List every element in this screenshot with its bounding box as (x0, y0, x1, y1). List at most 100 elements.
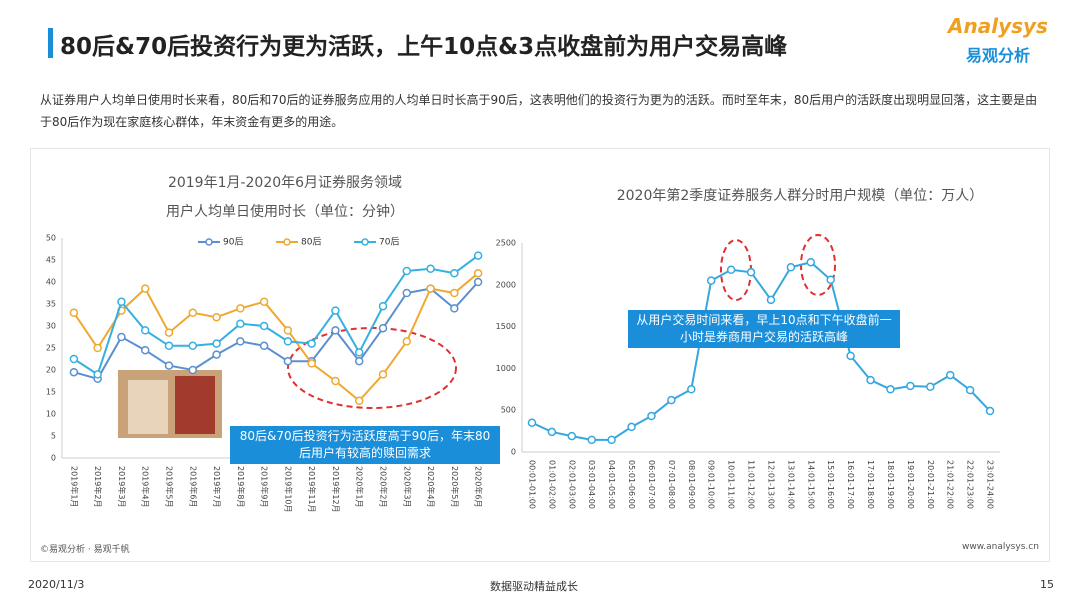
x-tick-label: 14:01-15:00 (806, 460, 815, 509)
x-tick-label: 17:01-18:00 (866, 460, 875, 509)
marker (140, 284, 150, 293)
marker (473, 251, 483, 260)
marker (766, 295, 776, 305)
y-tick-label: 1000 (496, 364, 516, 373)
marker (627, 422, 636, 432)
marker (527, 418, 537, 427)
x-tick-label: 2019年11月 (307, 466, 317, 513)
x-tick-label: 12:01-13:00 (766, 460, 775, 509)
marker (212, 312, 221, 322)
x-tick-label: 2019年4月 (141, 466, 151, 507)
marker (354, 396, 364, 406)
x-tick-label: 2019年6月 (188, 466, 198, 507)
x-tick-label: 2020年4月 (426, 466, 436, 507)
marker (188, 341, 198, 351)
chart-title: 2019年1月-2020年6月证券服务领域 (168, 175, 402, 191)
slogan: 数据驱动精益成长 (490, 580, 578, 593)
y-tick-label: 50 (46, 234, 56, 243)
marker (259, 297, 269, 307)
y-tick-label: 15 (46, 388, 56, 397)
marker (945, 370, 955, 380)
marker (726, 265, 736, 275)
marker (378, 370, 388, 379)
x-tick-label: 22:01-23:00 (966, 460, 975, 509)
marker (786, 262, 796, 272)
marker (331, 376, 340, 386)
x-tick-label: 10:01-11:00 (727, 460, 736, 509)
marker (985, 406, 995, 416)
y-tick-label: 40 (46, 278, 56, 287)
x-tick-label: 2020年3月 (402, 466, 412, 507)
highlight (800, 234, 836, 296)
body-text: 从证券用户人均单日使用时长来看，80后和70后的证券服务应用的人均单日时长高于9… (40, 93, 1038, 129)
photo-detail (128, 380, 168, 434)
x-tick-label: 2019年3月 (117, 466, 127, 507)
x-tick-label: 2020年6月 (474, 466, 484, 507)
x-tick-label: 15:01-16:00 (826, 460, 835, 509)
marker (69, 367, 79, 377)
y-tick-label: 2500 (496, 239, 516, 248)
x-tick-label: 2019年1月 (69, 466, 79, 507)
x-tick-label: 06:01-07:00 (647, 460, 656, 509)
marker (607, 435, 616, 445)
x-tick-label: 2019年9月 (260, 466, 270, 507)
x-tick-label: 2020年1月 (355, 466, 365, 507)
site: www.analysys.cn (962, 542, 1039, 552)
marker (378, 301, 388, 311)
marker (69, 354, 79, 364)
x-tick-label: 18:01-19:00 (886, 460, 895, 509)
x-tick-label: 2019年2月 (93, 466, 103, 507)
marker (965, 385, 975, 395)
marker (354, 348, 364, 357)
marker (846, 351, 855, 361)
logo-en: Analysys (948, 14, 1048, 38)
marker (706, 276, 716, 285)
x-tick-label: 03:01-04:00 (587, 460, 596, 509)
marker (866, 375, 875, 385)
x-tick-label: 02:01-03:00 (567, 460, 576, 509)
y-tick-label: 1500 (496, 322, 516, 331)
marker (826, 275, 835, 285)
x-tick-label: 20:01-21:00 (926, 460, 935, 509)
marker (283, 337, 293, 346)
marker (378, 323, 388, 333)
x-tick-label: 2019年8月 (236, 466, 246, 507)
chart-title: 2020年第2季度证券服务人群分时用户规模（单位：万人） (617, 187, 984, 204)
marker (354, 356, 364, 366)
x-tick-label: 16:01-17:00 (846, 460, 855, 509)
legend-label: 90后 (223, 237, 243, 248)
y-tick-label: 20 (46, 366, 56, 375)
line (73, 272, 479, 403)
marker (117, 332, 126, 342)
marker (236, 319, 245, 329)
legend-marker (205, 238, 213, 246)
marker (402, 288, 412, 298)
x-tick-label: 13:01-14:00 (786, 460, 795, 509)
x-tick-label: 04:01-05:00 (607, 460, 616, 509)
marker (547, 427, 557, 437)
y-tick-label: 2000 (496, 280, 516, 289)
marker (164, 328, 174, 337)
marker (93, 370, 102, 379)
legend-marker (283, 238, 291, 246)
x-tick-label: 21:01-22:00 (946, 460, 955, 509)
legend-label: 70后 (379, 237, 399, 248)
marker (236, 337, 245, 346)
x-tick-label: 19:01-20:00 (906, 460, 915, 509)
y-tick-label: 45 (46, 256, 56, 265)
title-bar (48, 28, 53, 58)
x-tick-label: 2019年10月 (283, 466, 293, 513)
marker (886, 385, 895, 394)
marker (307, 359, 316, 368)
marker (259, 341, 269, 351)
marker (259, 321, 269, 331)
marker (117, 297, 126, 307)
marker (140, 326, 150, 335)
legend-marker (361, 238, 369, 246)
photo-detail (175, 376, 215, 434)
annotation: 从用户交易时间来看，早上10点和下午收盘前一小时是券商用户交易的活跃高峰 (628, 310, 900, 348)
y-tick-label: 10 (46, 410, 56, 419)
y-tick-label: 5 (51, 432, 56, 441)
